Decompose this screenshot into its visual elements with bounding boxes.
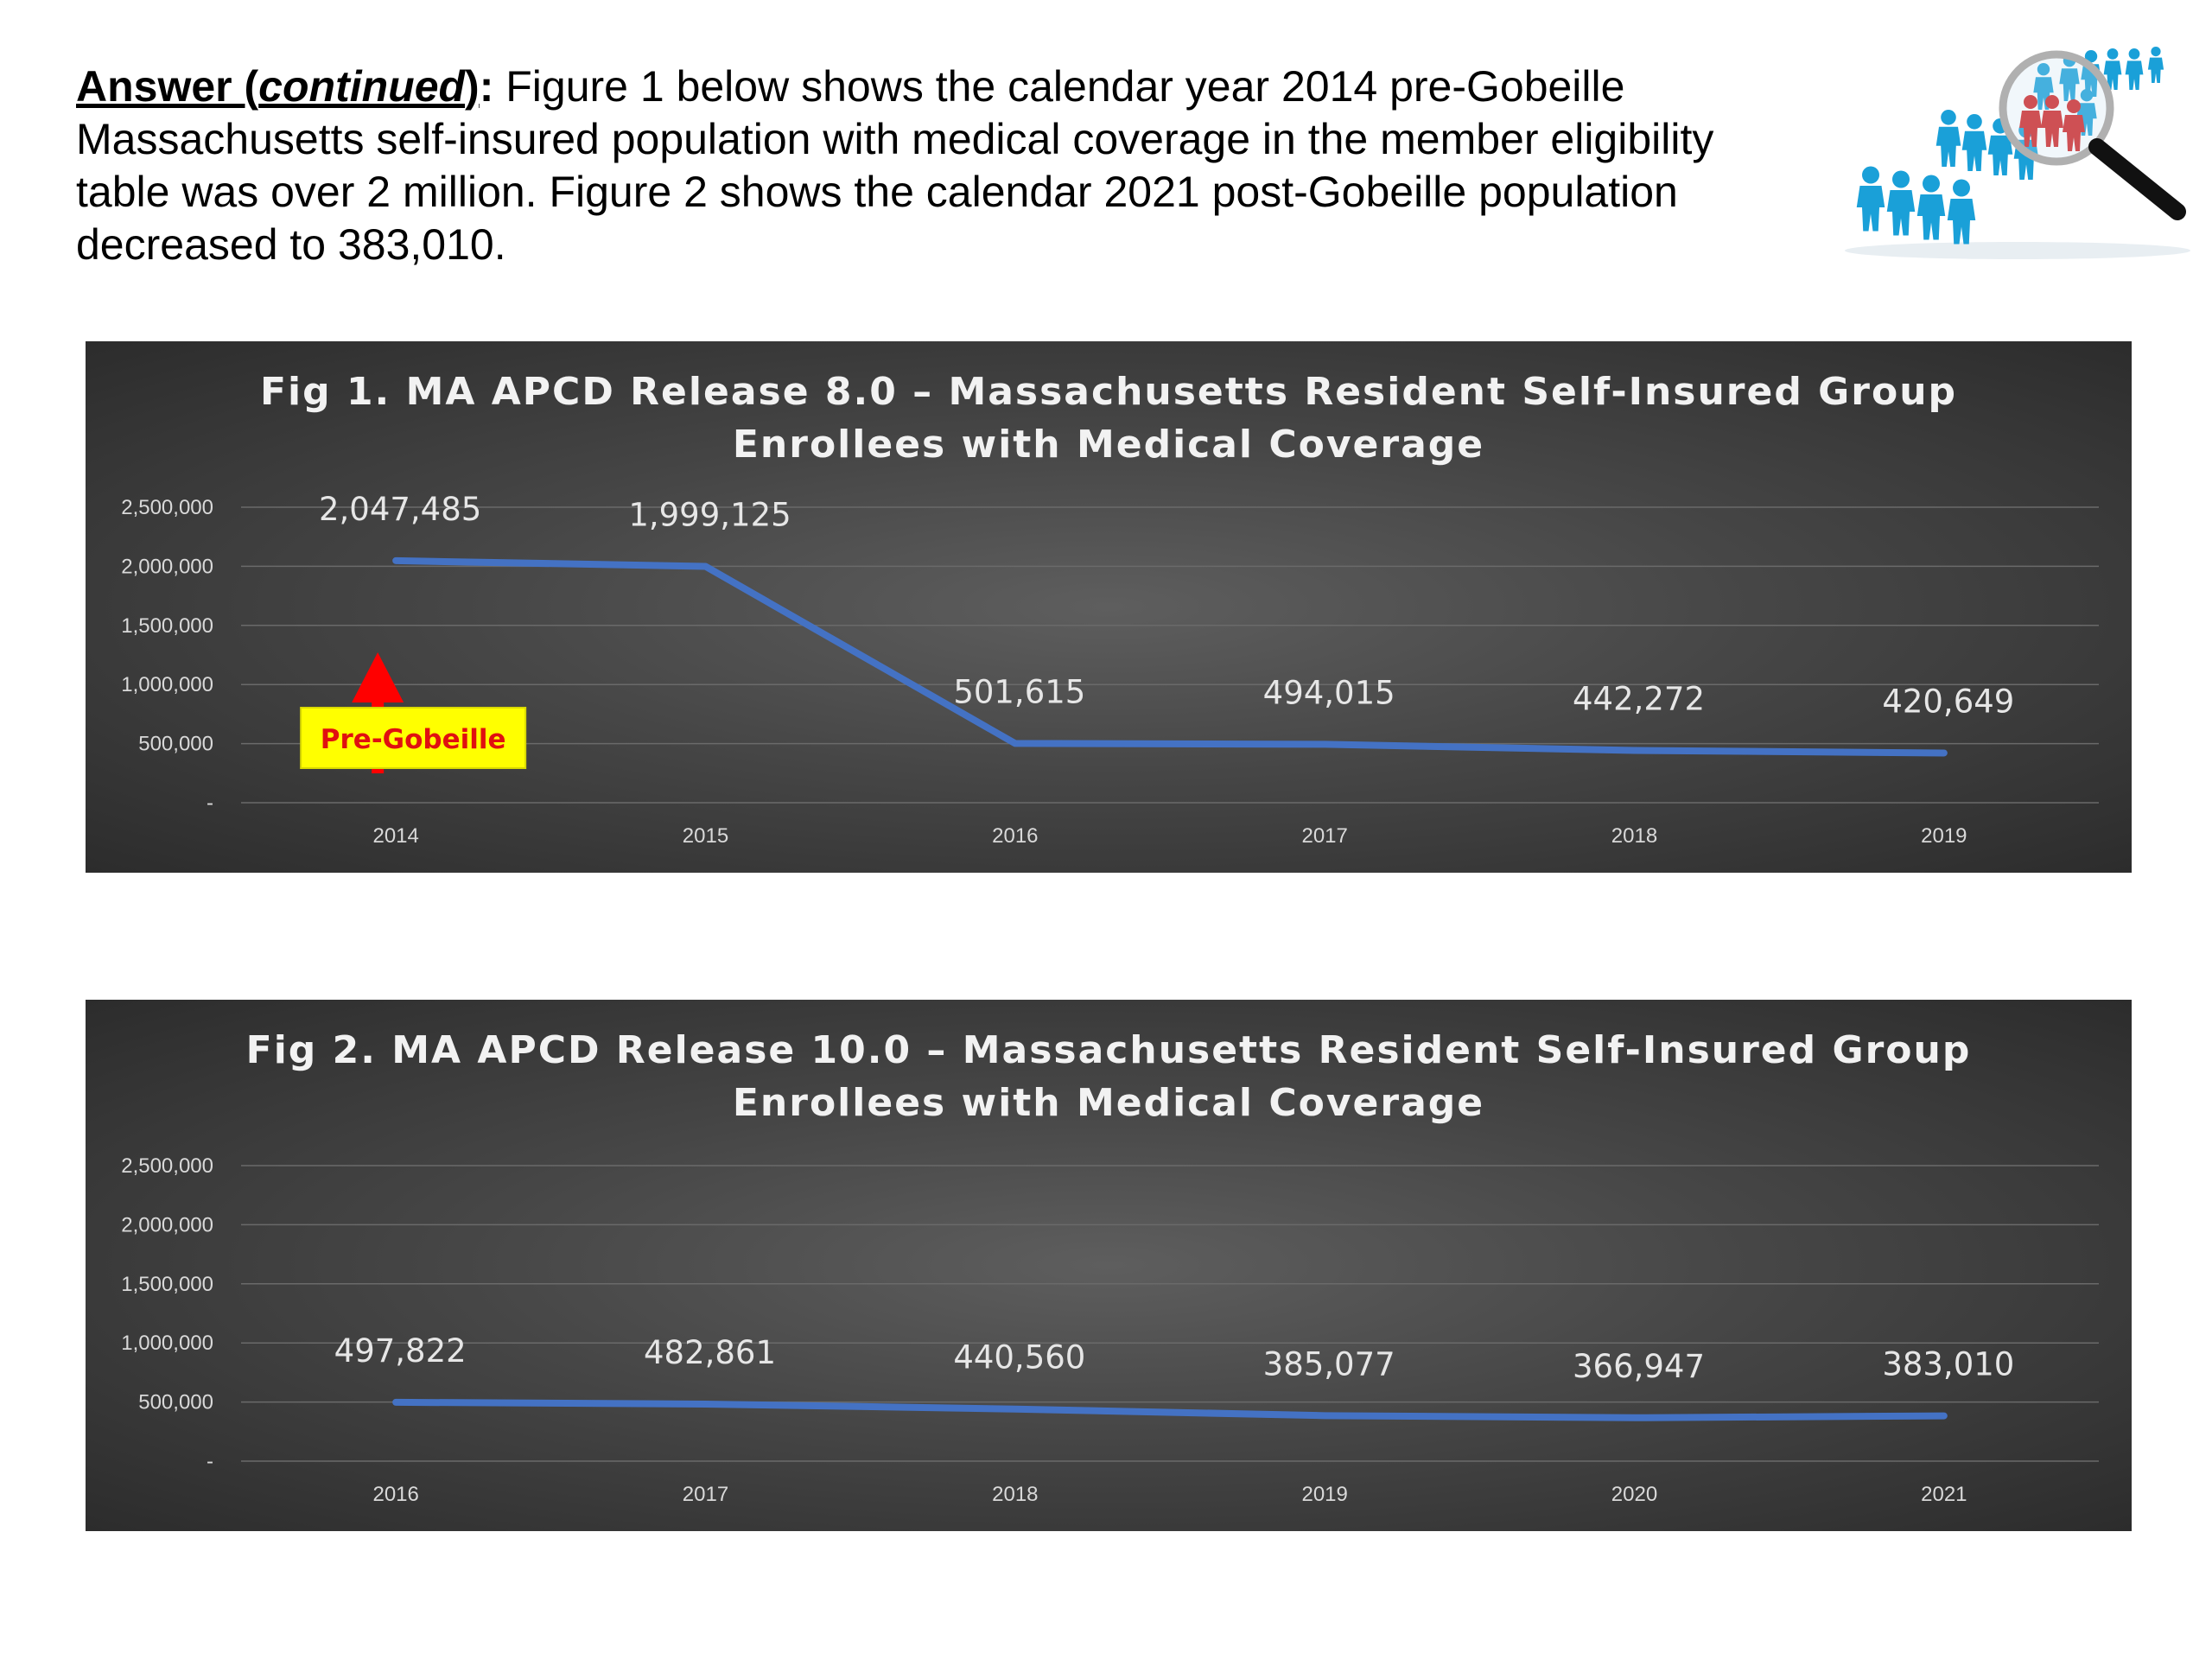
answer-lead-end: ) (465, 62, 480, 111)
data-label: 385,077 (1263, 1345, 1395, 1382)
chart-fig-1: Fig 1. MA APCD Release 8.0 – Massachuset… (86, 341, 2132, 873)
y-tick-label: 500,000 (138, 1391, 213, 1414)
chart-fig-1-svg: Fig 1. MA APCD Release 8.0 – Massachuset… (121, 370, 2099, 848)
y-tick-label: 1,500,000 (121, 1273, 213, 1296)
y-tick-label: 500,000 (138, 733, 213, 756)
data-label: 442,272 (1573, 680, 1705, 717)
y-tick-label: - (207, 1450, 213, 1473)
intro-text: Figure 1 below shows the calendar year 2… (76, 62, 1714, 269)
y-tick-label: 2,500,000 (121, 496, 213, 519)
chart-fig-2: Fig 2. MA APCD Release 10.0 – Massachuse… (86, 1000, 2132, 1531)
x-tick-label: 2019 (1301, 1483, 1347, 1506)
x-tick-label: 2018 (1611, 824, 1657, 848)
x-tick-label: 2021 (1921, 1483, 1967, 1506)
x-tick-label: 2017 (683, 1483, 728, 1506)
x-tick-label: 2015 (683, 824, 728, 848)
answer-colon: : (479, 62, 494, 111)
data-label: 2,047,485 (319, 491, 481, 528)
y-tick-label: 2,000,000 (121, 1213, 213, 1236)
callout-label: Pre-Gobeille (321, 724, 506, 755)
answer-lead-start: Answer ( (76, 62, 259, 111)
arrow-up-icon (352, 652, 404, 702)
chart-title-line-2: Enrollees with Medical Coverage (733, 423, 1484, 467)
data-label: 501,615 (953, 673, 1085, 710)
y-tick-label: 2,000,000 (121, 555, 213, 578)
x-tick-label: 2016 (992, 824, 1038, 848)
chart-title-line-1: Fig 2. MA APCD Release 10.0 – Massachuse… (246, 1028, 1972, 1072)
series-line (392, 556, 1948, 757)
data-label: 482,861 (644, 1334, 776, 1371)
x-tick-label: 2020 (1611, 1483, 1657, 1506)
x-tick-label: 2019 (1921, 824, 1967, 848)
data-label: 366,947 (1573, 1348, 1705, 1385)
y-tick-label: 1,500,000 (121, 614, 213, 638)
data-label: 1,999,125 (628, 497, 791, 534)
series-line (392, 1398, 1948, 1421)
x-tick-label: 2016 (372, 1483, 418, 1506)
data-label: 494,015 (1263, 674, 1395, 711)
data-label: 420,649 (1882, 683, 2014, 720)
chart-fig-2-svg: Fig 2. MA APCD Release 10.0 – Massachuse… (121, 1028, 2099, 1506)
intro-paragraph: Answer (continued): Figure 1 below shows… (76, 60, 1770, 271)
data-label: 383,010 (1882, 1346, 2014, 1383)
people-magnifier-icon (1845, 47, 2190, 259)
x-tick-label: 2018 (992, 1483, 1038, 1506)
chart-title-line-2: Enrollees with Medical Coverage (733, 1081, 1484, 1125)
data-label: 440,560 (953, 1339, 1085, 1376)
y-tick-label: 2,500,000 (121, 1154, 213, 1178)
callout-box (300, 707, 527, 769)
answer-lead-italic: continued (258, 62, 466, 111)
y-tick-label: 1,000,000 (121, 1332, 213, 1355)
y-tick-label: - (207, 791, 213, 815)
x-tick-label: 2017 (1301, 824, 1347, 848)
y-tick-label: 1,000,000 (121, 673, 213, 696)
pre-gobeille-callout: Pre-Gobeille (300, 652, 527, 773)
chart-title-line-1: Fig 1. MA APCD Release 8.0 – Massachuset… (260, 370, 1957, 414)
data-label: 497,822 (334, 1332, 467, 1370)
answer-lead: Answer (continued) (76, 62, 480, 111)
x-tick-label: 2014 (372, 824, 418, 848)
